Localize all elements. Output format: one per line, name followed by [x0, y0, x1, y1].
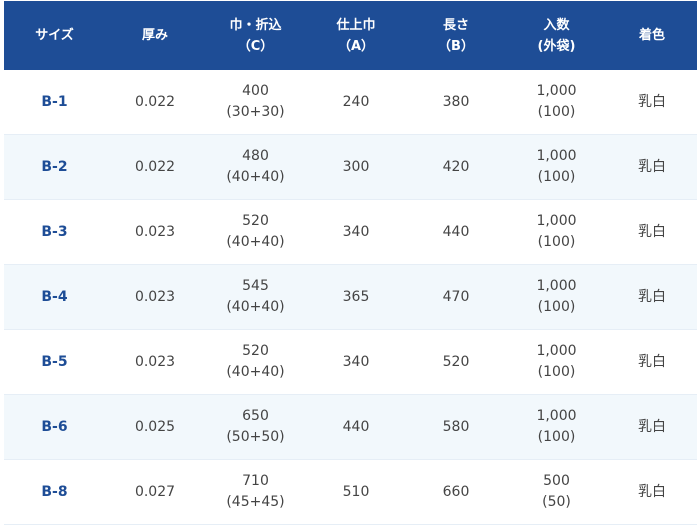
size-cell: B-5: [4, 329, 105, 395]
quantity-cell: 1,000 (100): [506, 264, 607, 330]
size-cell: B-2: [4, 134, 105, 200]
length-cell: 440: [406, 199, 506, 265]
header-length: 長さ （B）: [406, 1, 506, 70]
header-color: 着色: [607, 1, 697, 70]
table-row: B-4 0.023 545 (40+40) 365 470 1,000 (100) …: [4, 264, 697, 330]
table-row: B-1 0.022 400 (30+30) 240 380 1,000 (100) …: [4, 70, 697, 135]
size-cell: B-4: [4, 264, 105, 330]
quantity-cell: 1,000 (100): [506, 134, 607, 200]
width-fold-cell: 710 (45+45): [205, 459, 306, 525]
header-width-fold-unit: （C）: [237, 38, 274, 54]
header-length-label: 長さ: [442, 17, 469, 33]
header-quantity: 入数 (外袋): [506, 1, 607, 70]
product-spec-table: サイズ 厚み 巾・折込 （C） 仕上巾 （A） 長さ （B） 入数 (外袋) 着…: [4, 1, 697, 525]
table-row: B-6 0.025 650 (50+50) 440 580 1,000 (100) …: [4, 394, 697, 460]
header-size: サイズ: [4, 1, 105, 70]
width-fold-cell: 520 (40+40): [205, 329, 306, 395]
thickness-cell: 0.022: [105, 70, 205, 135]
size-cell: B-6: [4, 394, 105, 460]
color-cell: 乳白: [607, 70, 697, 135]
quantity-cell: 1,000 (100): [506, 394, 607, 460]
header-row: サイズ 厚み 巾・折込 （C） 仕上巾 （A） 長さ （B） 入数 (外袋) 着…: [4, 1, 697, 70]
width-fold-cell: 480 (40+40): [205, 134, 306, 200]
color-cell: 乳白: [607, 199, 697, 265]
thickness-cell: 0.023: [105, 264, 205, 330]
length-cell: 660: [406, 459, 506, 525]
length-cell: 380: [406, 70, 506, 135]
header-width-fold-label: 巾・折込: [229, 17, 282, 33]
finish-width-cell: 300: [306, 134, 406, 200]
thickness-cell: 0.023: [105, 329, 205, 395]
header-width-fold: 巾・折込 （C）: [205, 1, 306, 70]
finish-width-cell: 510: [306, 459, 406, 525]
table-row: B-3 0.023 520 (40+40) 340 440 1,000 (100) …: [4, 199, 697, 265]
thickness-cell: 0.027: [105, 459, 205, 525]
table-header: サイズ 厚み 巾・折込 （C） 仕上巾 （A） 長さ （B） 入数 (外袋) 着…: [4, 1, 697, 70]
size-cell: B-8: [4, 459, 105, 525]
length-cell: 520: [406, 329, 506, 395]
width-fold-cell: 520 (40+40): [205, 199, 306, 265]
length-cell: 420: [406, 134, 506, 200]
size-cell: B-1: [4, 70, 105, 135]
width-fold-cell: 545 (40+40): [205, 264, 306, 330]
color-cell: 乳白: [607, 459, 697, 525]
length-cell: 470: [406, 264, 506, 330]
header-thickness: 厚み: [105, 1, 205, 70]
finish-width-cell: 240: [306, 70, 406, 135]
width-fold-cell: 400 (30+30): [205, 70, 306, 135]
finish-width-cell: 440: [306, 394, 406, 460]
table-row: B-5 0.023 520 (40+40) 340 520 1,000 (100) …: [4, 329, 697, 395]
size-cell: B-3: [4, 199, 105, 265]
width-fold-cell: 650 (50+50): [205, 394, 306, 460]
color-cell: 乳白: [607, 394, 697, 460]
table-body: B-1 0.022 400 (30+30) 240 380 1,000 (100) …: [4, 70, 697, 525]
thickness-cell: 0.025: [105, 394, 205, 460]
finish-width-cell: 365: [306, 264, 406, 330]
color-cell: 乳白: [607, 134, 697, 200]
quantity-cell: 1,000 (100): [506, 329, 607, 395]
table-row: B-8 0.027 710 (45+45) 510 660 500 (50) 乳白: [4, 459, 697, 525]
header-quantity-label: 入数: [543, 17, 570, 33]
quantity-cell: 1,000 (100): [506, 70, 607, 135]
color-cell: 乳白: [607, 264, 697, 330]
header-quantity-sub: (外袋): [537, 38, 576, 54]
header-finish-width: 仕上巾 （A）: [306, 1, 406, 70]
finish-width-cell: 340: [306, 199, 406, 265]
length-cell: 580: [406, 394, 506, 460]
header-finish-width-label: 仕上巾: [336, 17, 376, 33]
quantity-cell: 500 (50): [506, 459, 607, 525]
thickness-cell: 0.023: [105, 199, 205, 265]
header-length-unit: （B）: [438, 38, 474, 54]
table-row: B-2 0.022 480 (40+40) 300 420 1,000 (100) …: [4, 134, 697, 200]
thickness-cell: 0.022: [105, 134, 205, 200]
quantity-cell: 1,000 (100): [506, 199, 607, 265]
color-cell: 乳白: [607, 329, 697, 395]
finish-width-cell: 340: [306, 329, 406, 395]
header-finish-width-unit: （A）: [337, 38, 375, 54]
